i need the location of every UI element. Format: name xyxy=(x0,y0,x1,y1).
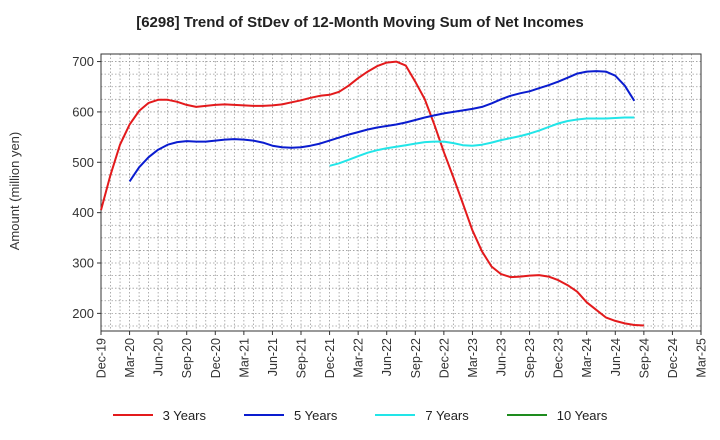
x-tick-label: Dec-20 xyxy=(209,338,223,378)
x-tick-label: Mar-25 xyxy=(695,338,709,378)
legend-swatch-3-years xyxy=(112,414,153,416)
x-tick-label: Dec-24 xyxy=(666,338,680,378)
x-tick-label: Mar-21 xyxy=(237,338,251,378)
x-tick-label: Mar-23 xyxy=(466,338,480,378)
legend-swatch-7-years xyxy=(375,414,416,416)
y-tick-label: 300 xyxy=(72,256,94,271)
x-tick-label: Sep-23 xyxy=(523,338,537,378)
y-tick-label: 200 xyxy=(72,306,94,321)
x-tick-label: Jun-22 xyxy=(380,338,394,376)
legend-swatch-5-years xyxy=(244,414,284,416)
series-line-3-years xyxy=(100,60,644,327)
y-tick-label: 700 xyxy=(72,54,94,69)
x-tick-label: Sep-20 xyxy=(180,338,194,378)
legend-item-10-years: 10 Years xyxy=(506,407,608,423)
legend-item-7-years: 7 Years xyxy=(375,407,469,423)
y-tick-label: 600 xyxy=(72,104,94,119)
x-tick-label: Sep-21 xyxy=(295,338,309,378)
x-tick-label: Sep-22 xyxy=(409,338,423,378)
chart-legend: 3 Years 5 Years 7 Years 10 Years xyxy=(0,404,720,426)
x-tick-label: Sep-24 xyxy=(637,338,651,378)
plot-frame xyxy=(100,53,702,332)
y-tick-label: 500 xyxy=(72,155,94,170)
y-tick-label: 400 xyxy=(72,205,94,220)
x-tick-label: Jun-20 xyxy=(152,338,166,376)
legend-label: 3 Years xyxy=(162,407,206,423)
legend-label: 7 Years xyxy=(425,407,469,423)
x-tick-label: Dec-19 xyxy=(95,338,109,378)
x-tick-label: Jun-23 xyxy=(495,338,509,376)
legend-item-5-years: 5 Years xyxy=(244,408,337,423)
series-line-5-years xyxy=(128,70,636,182)
y-axis-label: Amount (million yen) xyxy=(7,132,22,251)
series-line-7-years xyxy=(329,116,635,167)
x-tick-label: Dec-22 xyxy=(437,338,451,378)
chart-title: [6298] Trend of StDev of 12-Month Moving… xyxy=(136,14,584,31)
legend-label: 5 Years xyxy=(294,407,338,423)
x-tick-label: Mar-22 xyxy=(352,338,366,378)
x-tick-label: Jun-21 xyxy=(266,338,280,376)
x-tick-label: Dec-23 xyxy=(552,338,566,378)
x-tick-label: Jun-24 xyxy=(609,338,623,376)
legend-label: 10 Years xyxy=(556,407,608,423)
x-tick-label: Mar-24 xyxy=(580,338,594,378)
x-tick-label: Dec-21 xyxy=(323,338,337,378)
legend-item-3-years: 3 Years xyxy=(112,407,206,423)
plot-area xyxy=(101,54,701,331)
legend-swatch-10-years xyxy=(506,414,547,416)
x-tick-label: Mar-20 xyxy=(123,338,137,378)
